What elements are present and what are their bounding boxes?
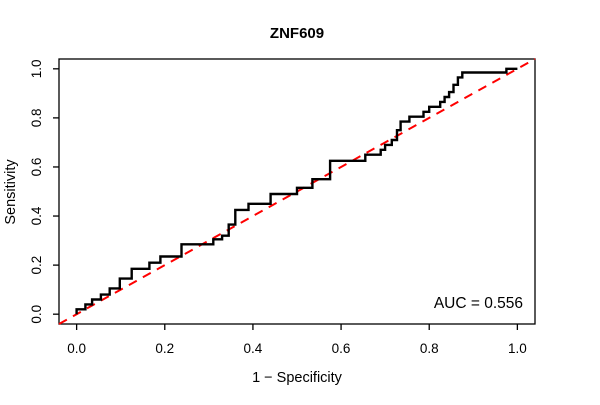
x-axis-label: 1 − Specificity xyxy=(252,370,343,386)
y-tick-label: 1.0 xyxy=(29,59,44,78)
auc-annotation: AUC = 0.556 xyxy=(434,295,523,312)
y-tick-label: 0.8 xyxy=(29,108,44,127)
x-tick-label: 0.4 xyxy=(244,341,263,356)
y-axis-tick-labels: 0.0 0.2 0.4 0.6 0.8 1.0 xyxy=(29,59,44,323)
x-tick-label: 1.0 xyxy=(508,341,527,356)
y-axis-label: Sensitivity xyxy=(3,159,19,225)
x-tick-label: 0.6 xyxy=(332,341,351,356)
y-tick-label: 0.4 xyxy=(29,206,44,225)
x-axis-ticks xyxy=(75,324,519,330)
x-tick-label: 0.2 xyxy=(155,341,174,356)
x-tick-label: 0.0 xyxy=(67,341,86,356)
y-tick-label: 0.2 xyxy=(29,256,44,275)
x-axis-tick-labels: 0.0 0.2 0.4 0.6 0.8 1.0 xyxy=(67,341,527,356)
x-tick-label: 0.8 xyxy=(420,341,439,356)
plot-box xyxy=(58,58,536,325)
chart-title: ZNF609 xyxy=(270,25,324,42)
y-tick-label: 0.0 xyxy=(29,305,44,324)
roc-curve-line xyxy=(75,67,518,315)
y-axis-ticks xyxy=(53,68,59,315)
y-tick-label: 0.6 xyxy=(29,158,44,177)
